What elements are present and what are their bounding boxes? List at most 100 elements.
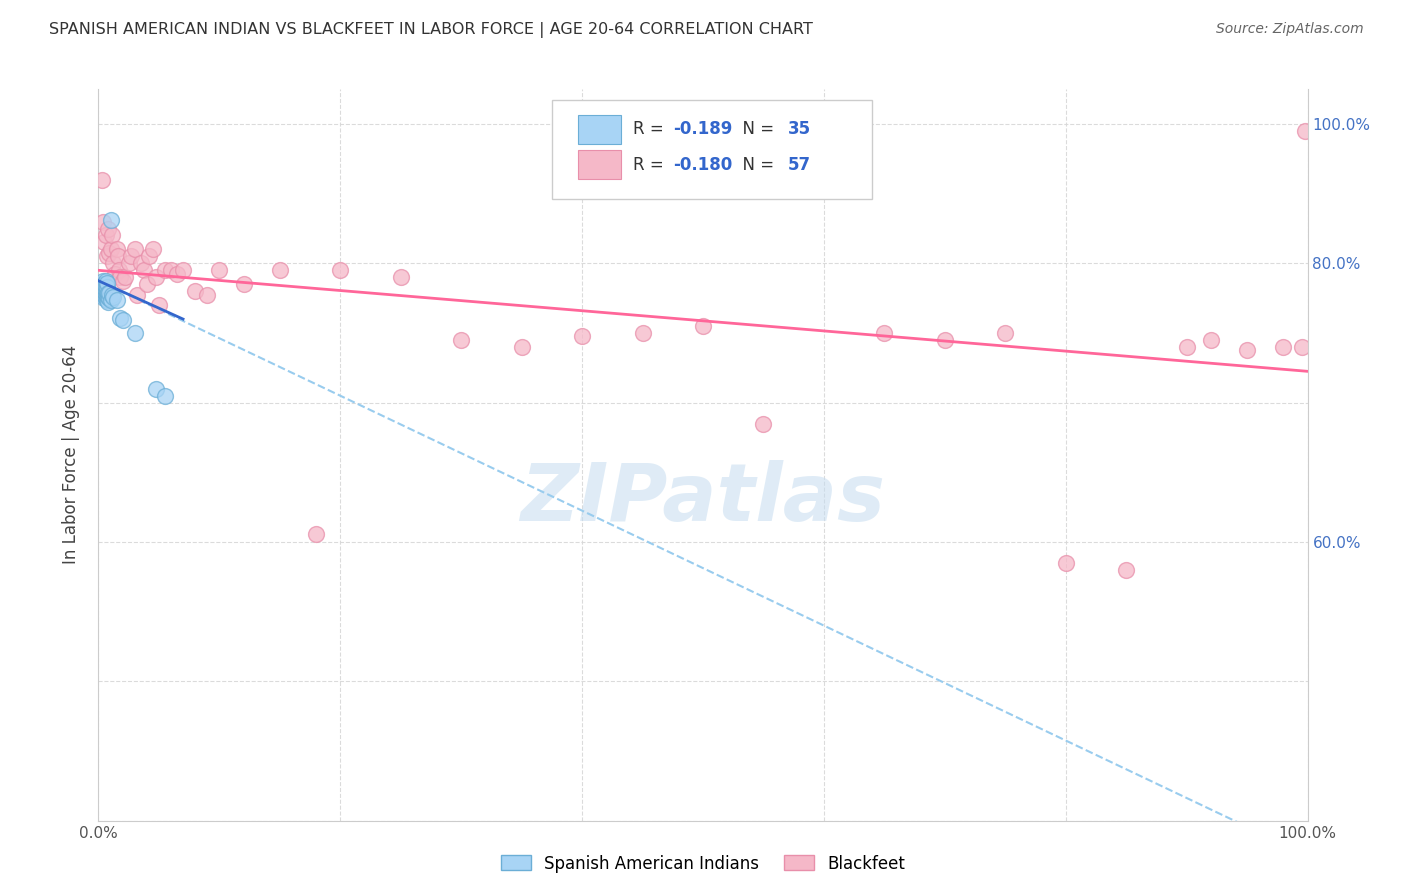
Point [96, 288, 118, 302]
Point [100, 287, 122, 301]
Point [934, 333, 956, 347]
Point [94, 278, 117, 293]
Point [98, 246, 121, 260]
Point [100, 243, 122, 257]
Point [134, 263, 156, 277]
Point [100, 228, 122, 243]
Point [1236, 343, 1258, 358]
Point [124, 243, 146, 257]
Text: 35: 35 [787, 120, 811, 138]
Point [94, 291, 117, 305]
Point [329, 263, 352, 277]
Point [90, 284, 112, 298]
Point [752, 417, 775, 431]
Point [96, 293, 118, 307]
Point [127, 287, 149, 301]
Point [105, 293, 128, 307]
Text: 57: 57 [787, 155, 811, 174]
Point [101, 256, 124, 270]
Point [1199, 333, 1222, 347]
Point [101, 290, 124, 304]
Point [389, 270, 412, 285]
Point [138, 249, 160, 263]
Point [91, 274, 114, 288]
Text: R =: R = [633, 155, 669, 174]
Point [93, 277, 115, 292]
Point [93, 235, 115, 250]
Text: N =: N = [733, 120, 779, 138]
Point [94, 287, 117, 301]
FancyBboxPatch shape [578, 150, 621, 179]
Point [631, 326, 654, 340]
Point [91, 214, 114, 228]
Point [153, 263, 176, 277]
Point [104, 267, 127, 281]
Point [108, 270, 131, 285]
Point [111, 313, 134, 327]
Text: Source: ZipAtlas.com: Source: ZipAtlas.com [1216, 22, 1364, 37]
Point [105, 243, 128, 257]
Point [142, 243, 165, 257]
Point [91, 287, 114, 301]
Point [269, 263, 291, 277]
Point [108, 310, 131, 325]
Point [124, 326, 146, 340]
Point [111, 274, 134, 288]
Point [510, 340, 533, 354]
Point [100, 213, 122, 227]
Text: R =: R = [633, 120, 669, 138]
Point [1294, 124, 1316, 138]
Point [994, 326, 1017, 340]
Point [571, 329, 593, 343]
Point [91, 277, 114, 292]
Point [94, 228, 117, 243]
Point [1115, 563, 1137, 577]
Point [96, 284, 118, 298]
Point [184, 284, 207, 298]
Point [93, 281, 115, 295]
Point [91, 281, 114, 295]
Point [1291, 340, 1313, 354]
Point [120, 249, 142, 263]
Point [1054, 556, 1077, 570]
Point [1175, 340, 1198, 354]
Point [107, 249, 129, 263]
Point [166, 267, 188, 281]
Point [692, 319, 714, 334]
Point [160, 263, 183, 277]
Point [195, 287, 218, 301]
Point [145, 270, 167, 285]
Point [94, 275, 117, 289]
Point [98, 291, 121, 305]
Point [96, 249, 118, 263]
Point [450, 333, 472, 347]
Point [145, 382, 167, 396]
FancyBboxPatch shape [551, 100, 872, 199]
Point [97, 290, 120, 304]
Point [93, 284, 115, 298]
Point [91, 173, 114, 187]
Point [1272, 340, 1295, 354]
Point [305, 526, 328, 541]
Point [100, 293, 122, 307]
Point [97, 285, 120, 300]
Point [96, 276, 118, 290]
Point [118, 256, 141, 270]
Point [97, 221, 120, 235]
Point [208, 263, 231, 277]
Y-axis label: In Labor Force | Age 20-64: In Labor Force | Age 20-64 [62, 345, 80, 565]
Point [172, 263, 194, 277]
Text: ZIPatlas: ZIPatlas [520, 459, 886, 538]
FancyBboxPatch shape [578, 115, 621, 144]
Text: N =: N = [733, 155, 779, 174]
Point [232, 277, 254, 292]
Text: -0.180: -0.180 [673, 155, 733, 174]
Legend: Spanish American Indians, Blackfeet: Spanish American Indians, Blackfeet [494, 848, 912, 880]
Point [135, 277, 157, 292]
Point [114, 270, 136, 285]
Point [129, 256, 152, 270]
Point [93, 291, 115, 305]
Point [97, 294, 120, 309]
Point [108, 263, 131, 277]
Point [153, 389, 176, 403]
